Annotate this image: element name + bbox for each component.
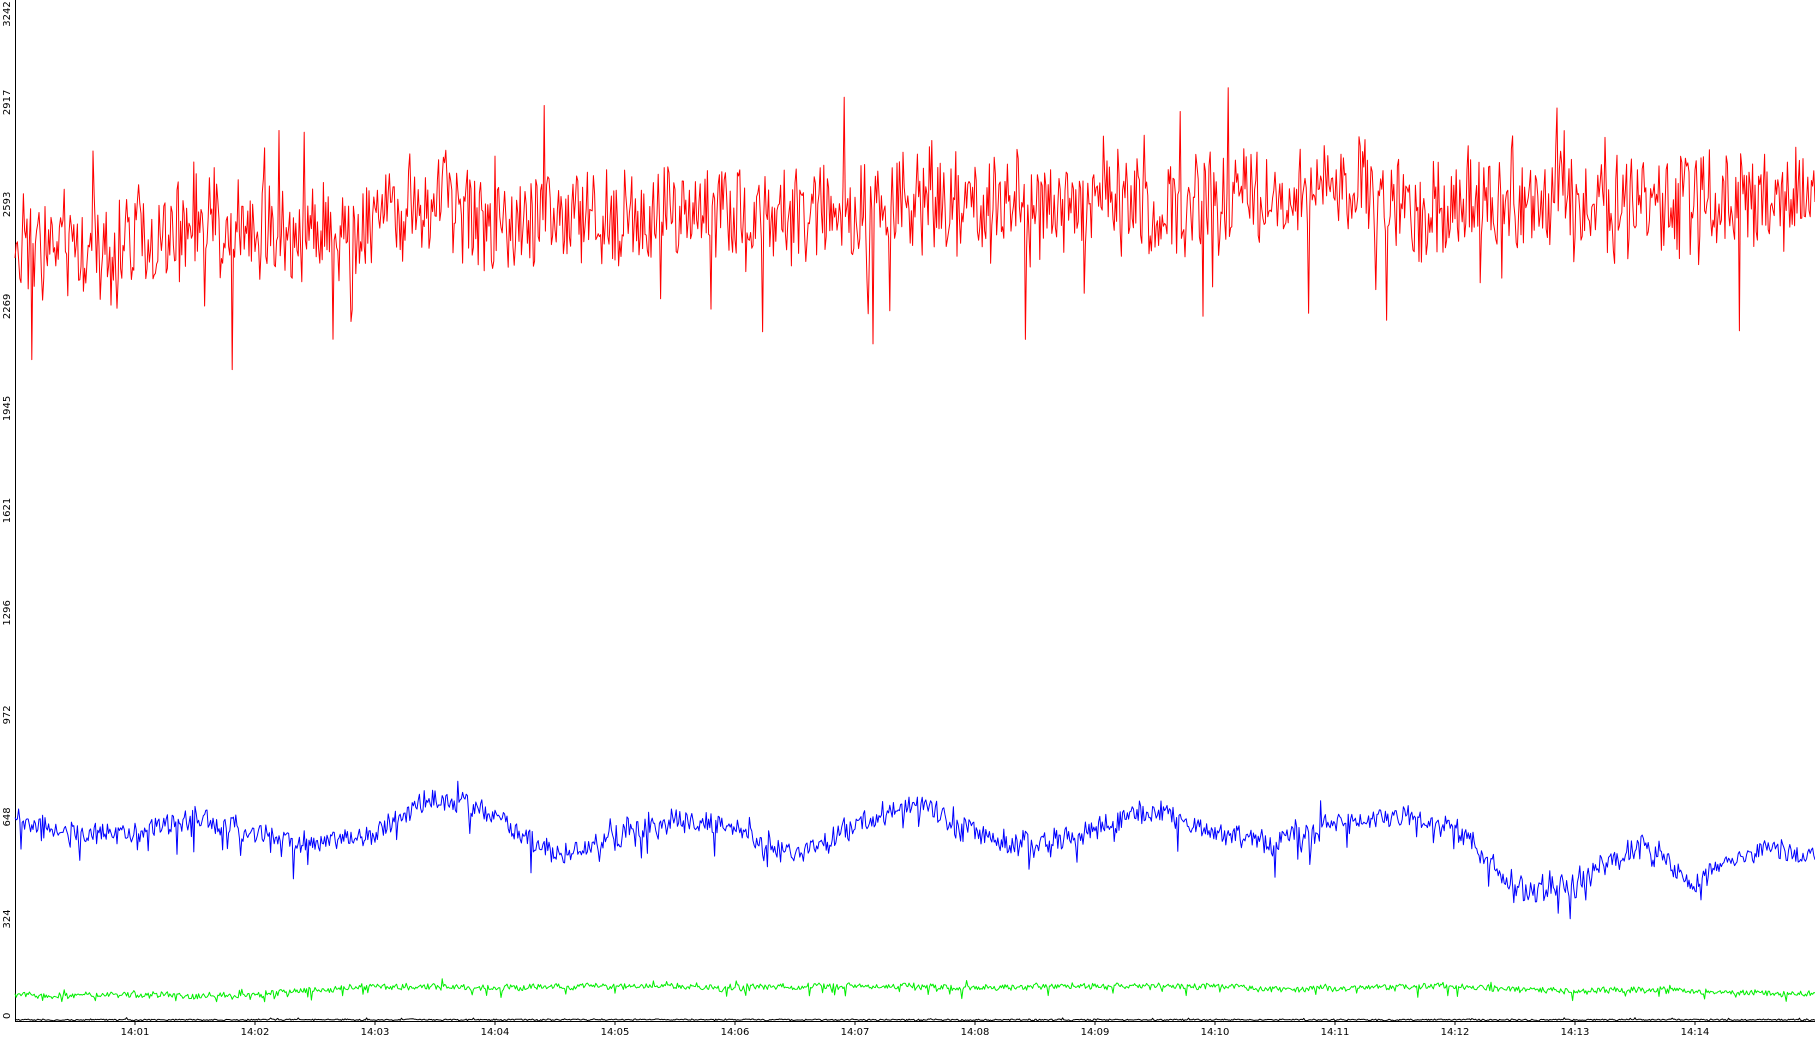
series-line [14, 87, 1815, 371]
x-tick-label: 14:11 [1321, 1027, 1350, 1038]
x-tick-label: 14:02 [241, 1027, 270, 1038]
series-line [14, 1017, 1815, 1022]
y-tick-label: 2593 [2, 192, 13, 217]
x-tick-label: 14:12 [1441, 1027, 1470, 1038]
series-line [14, 780, 1815, 920]
y-tick-label: 2269 [2, 294, 13, 319]
x-tick-label: 14:06 [721, 1027, 750, 1038]
y-tick-label: 324 [2, 909, 13, 928]
x-tick-label: 14:08 [961, 1027, 990, 1038]
y-tick-label: 972 [2, 705, 13, 724]
x-tick-label: 14:14 [1681, 1027, 1710, 1038]
y-tick-label: 1621 [2, 498, 13, 523]
series-group [14, 87, 1815, 1022]
y-tick-label: 1296 [2, 600, 13, 625]
y-tick-group: 0 324 648 972 1296 1621 1945 2269 2593 2917 3242 [2, 1, 13, 1019]
y-tick-label: 1945 [2, 396, 13, 421]
y-tick-label: 2917 [2, 90, 13, 115]
x-tick-label: 14:05 [601, 1027, 630, 1038]
y-tick-label: 0 [2, 1013, 13, 1019]
x-tick-label: 14:13 [1561, 1027, 1590, 1038]
series-line [14, 978, 1815, 1003]
y-tick-label: 648 [2, 807, 13, 826]
x-tick-label: 14:10 [1201, 1027, 1230, 1038]
x-tick-label: 14:04 [481, 1027, 510, 1038]
x-tick-label: 14:07 [841, 1027, 870, 1038]
x-tick-group: 14:01 14:02 14:03 14:04 14:05 14:06 14:07 14:08… [121, 1021, 1710, 1038]
y-tick-label: 3242 [2, 1, 13, 26]
x-tick-label: 14:09 [1081, 1027, 1110, 1038]
x-tick-label: 14:03 [361, 1027, 390, 1038]
x-tick-label: 14:01 [121, 1027, 150, 1038]
